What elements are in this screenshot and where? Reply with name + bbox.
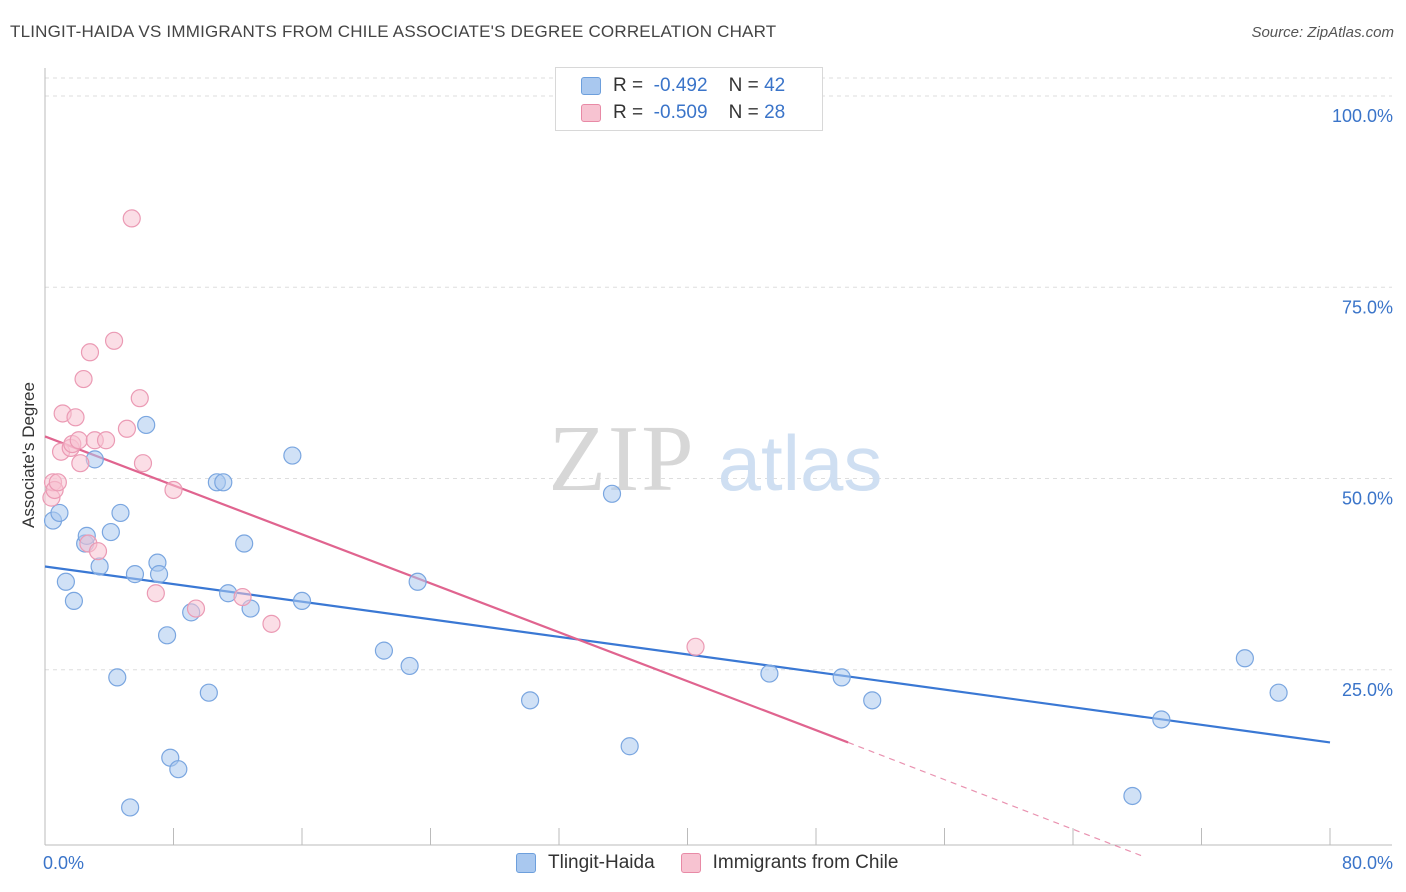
watermark-zip: ZIP <box>549 407 696 511</box>
label-layer: 25.0% 50.0% 75.0% 100.0% 0.0% 80.0% Associate'… <box>19 106 1393 873</box>
x-tick-label: 80.0% <box>1342 853 1393 873</box>
series-legend: Tlingit-Haida Immigrants from Chile <box>516 852 924 874</box>
legend-n-value: 28 <box>764 102 786 123</box>
series-swatch-chile <box>680 853 701 873</box>
point-tlingit <box>50 503 69 523</box>
point-tlingit <box>1123 786 1142 806</box>
point-chile <box>130 389 149 408</box>
point-tlingit <box>101 522 120 542</box>
point-tlingit <box>863 691 882 710</box>
point-tlingit <box>214 473 233 492</box>
point-chile <box>69 431 88 450</box>
points-layer <box>42 209 1288 817</box>
series-swatch-tlingit <box>516 853 536 873</box>
legend-row-chile: R = -0.509 N = 28 <box>581 101 785 125</box>
legend-r-label: R = <box>613 75 644 96</box>
legend-n-value: 42 <box>764 75 786 96</box>
point-tlingit <box>520 691 540 710</box>
correlation-legend: R = -0.492 N = 42 R = -0.509 N = 28 <box>555 67 823 131</box>
legend-swatch-chile <box>581 104 601 122</box>
point-tlingit <box>283 446 302 465</box>
point-chile <box>262 614 281 633</box>
y-axis-title: Associate's Degree <box>19 382 38 528</box>
y-tick-label: 25.0% <box>1342 680 1393 700</box>
axis-layer <box>44 68 1392 846</box>
legend-r-value: -0.509 <box>653 102 708 123</box>
point-chile <box>48 473 67 492</box>
point-tlingit <box>111 503 130 523</box>
point-chile <box>186 599 206 618</box>
x-tick-label: 0.0% <box>43 853 84 873</box>
point-chile <box>164 480 183 500</box>
watermark: ZIP atlas <box>549 407 883 511</box>
legend-n-label: N = <box>728 75 759 96</box>
point-chile <box>74 369 93 389</box>
series-label-tlingit: Tlingit-Haida <box>548 852 655 873</box>
y-tick-label: 100.0% <box>1332 106 1393 126</box>
point-tlingit <box>832 668 851 687</box>
point-tlingit <box>1269 683 1288 702</box>
point-chile <box>80 343 100 362</box>
point-tlingit <box>56 572 75 591</box>
point-chile <box>686 637 705 656</box>
point-tlingit <box>602 484 622 503</box>
point-tlingit <box>137 415 156 435</box>
point-tlingit <box>157 626 177 645</box>
point-tlingit <box>408 572 427 591</box>
point-tlingit <box>760 664 779 683</box>
trend-line-tlingit <box>44 565 1331 744</box>
point-tlingit <box>235 534 254 553</box>
legend-r-value: -0.492 <box>653 75 708 96</box>
point-tlingit <box>108 668 127 687</box>
series-legend-item-chile: Immigrants from Chile <box>680 852 899 874</box>
point-tlingit <box>149 565 169 584</box>
trend-line-chile-extension <box>847 741 1146 858</box>
y-tick-label: 75.0% <box>1342 297 1393 317</box>
point-chile <box>133 454 153 473</box>
point-chile <box>96 431 116 450</box>
legend-r-label: R = <box>613 102 644 123</box>
chart-title: TLINGIT-HAIDA VS IMMIGRANTS FROM CHILE A… <box>10 22 777 41</box>
point-chile <box>117 419 137 438</box>
series-label-chile: Immigrants from Chile <box>712 852 899 873</box>
point-tlingit <box>64 591 84 611</box>
point-tlingit <box>292 591 312 611</box>
point-tlingit <box>90 557 109 576</box>
point-tlingit <box>400 656 419 676</box>
source-label: Source: ZipAtlas.com <box>1251 24 1394 41</box>
watermark-atlas: atlas <box>718 419 883 507</box>
point-chile <box>71 454 90 473</box>
point-tlingit <box>121 798 140 817</box>
point-chile <box>122 209 141 228</box>
point-tlingit <box>1152 710 1171 729</box>
point-tlingit <box>199 683 218 702</box>
point-chile <box>66 408 85 427</box>
point-chile <box>88 542 108 561</box>
grid-layer <box>45 77 1392 671</box>
legend-swatch-tlingit <box>581 77 601 95</box>
point-chile <box>146 584 165 603</box>
point-chile <box>233 587 252 607</box>
point-tlingit <box>1235 649 1254 668</box>
point-tlingit <box>374 641 394 660</box>
point-tlingit <box>125 565 145 584</box>
y-tick-label: 50.0% <box>1342 489 1393 509</box>
point-chile <box>104 331 124 350</box>
series-legend-item-tlingit: Tlingit-Haida <box>516 852 655 874</box>
legend-n-label: N = <box>728 102 759 123</box>
legend-row-tlingit: R = -0.492 N = 42 <box>581 74 785 98</box>
point-tlingit <box>620 737 639 756</box>
point-tlingit <box>169 760 188 779</box>
